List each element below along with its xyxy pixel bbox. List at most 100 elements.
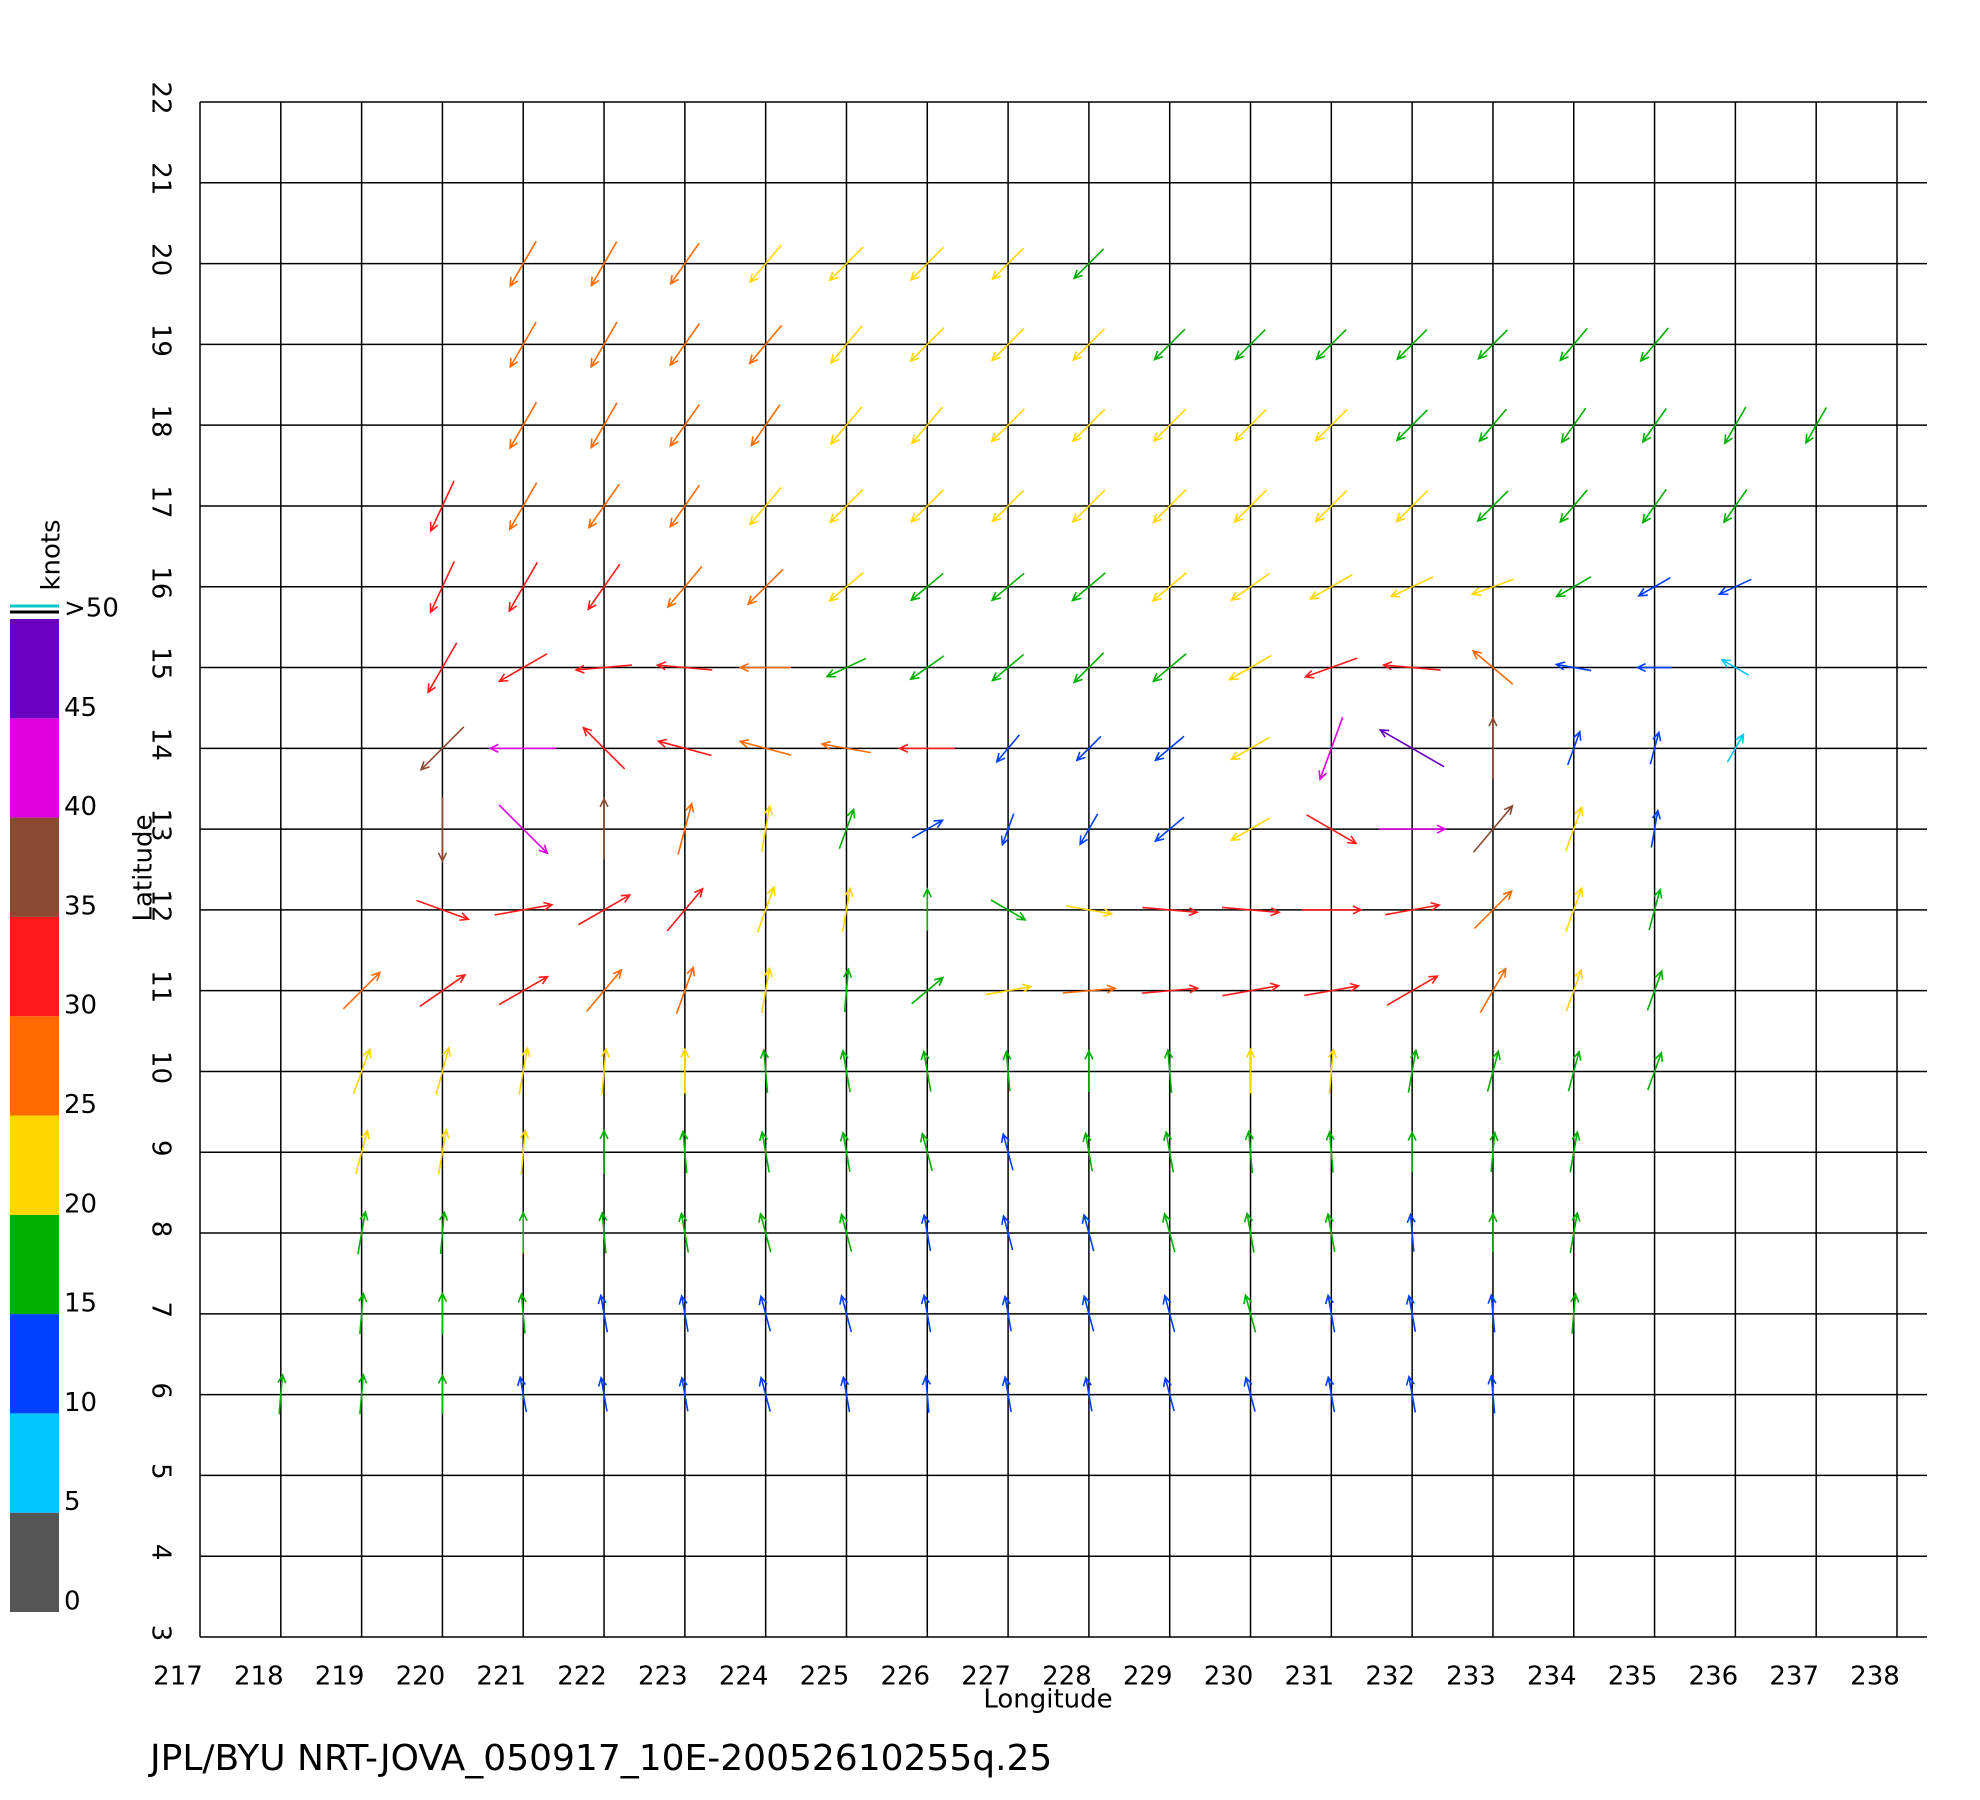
wind-vector bbox=[1559, 327, 1588, 362]
wind-vector bbox=[1233, 489, 1268, 524]
colorbar-tick-label: 30 bbox=[64, 991, 97, 1021]
wind-vector bbox=[1000, 813, 1015, 847]
x-tick-label: 220 bbox=[396, 1662, 446, 1692]
colorbar-tick-label: 40 bbox=[64, 792, 97, 822]
wind-vector bbox=[669, 242, 700, 286]
wind-vector bbox=[921, 1374, 931, 1413]
y-tick-label: 20 bbox=[146, 243, 176, 276]
wind-vector bbox=[1406, 1212, 1416, 1252]
colorbar-segment bbox=[10, 817, 59, 917]
wind-vector bbox=[820, 740, 871, 754]
wind-vector bbox=[828, 571, 864, 603]
y-tick-label: 12 bbox=[146, 889, 176, 922]
y-axis-label: Latitude bbox=[129, 814, 159, 921]
wind-vector bbox=[1001, 1214, 1014, 1251]
wind-vector bbox=[509, 240, 537, 288]
wind-vector bbox=[1075, 735, 1102, 762]
wind-vector bbox=[760, 804, 773, 852]
wind-vector bbox=[582, 726, 626, 770]
wind-vector bbox=[1488, 716, 1498, 779]
y-tick-label: 15 bbox=[146, 647, 176, 680]
wind-vector bbox=[1407, 1048, 1420, 1093]
wind-vector bbox=[1635, 662, 1672, 673]
wind-vector bbox=[1071, 572, 1106, 602]
x-tick-label: 227 bbox=[961, 1662, 1011, 1692]
wind-vector bbox=[1565, 968, 1583, 1012]
wind-vector bbox=[1478, 408, 1508, 443]
wind-vector bbox=[590, 402, 618, 450]
wind-vector bbox=[738, 739, 792, 756]
wind-vector bbox=[1386, 975, 1439, 1006]
wind-vector bbox=[911, 976, 945, 1005]
wind-vector bbox=[437, 1128, 450, 1175]
wind-vector bbox=[1303, 657, 1358, 679]
wind-vector bbox=[922, 887, 932, 931]
wind-vector bbox=[1243, 1293, 1257, 1333]
x-tick-label: 238 bbox=[1850, 1662, 1900, 1692]
wind-vector bbox=[1001, 1375, 1012, 1413]
wind-vector bbox=[1315, 329, 1347, 361]
wind-vector bbox=[1082, 1376, 1093, 1412]
wind-vector bbox=[748, 324, 783, 365]
wind-vector bbox=[995, 734, 1021, 764]
y-tick-label: 3 bbox=[146, 1625, 176, 1642]
wind-vector bbox=[517, 1292, 527, 1334]
wind-vector bbox=[1153, 735, 1185, 762]
wind-vector bbox=[1324, 1293, 1336, 1333]
y-tick-label: 4 bbox=[146, 1544, 176, 1561]
wind-vector bbox=[509, 321, 537, 369]
wind-vector bbox=[829, 325, 863, 365]
wind-vector bbox=[677, 801, 695, 855]
wind-vector bbox=[655, 661, 713, 671]
wind-vector bbox=[920, 1049, 932, 1092]
colorbar-tick-label: >50 bbox=[64, 594, 119, 624]
wind-vector bbox=[828, 489, 864, 524]
wind-vector bbox=[1569, 1130, 1581, 1173]
wind-vector bbox=[577, 894, 632, 926]
wind-vector bbox=[920, 1213, 932, 1252]
wind-vector bbox=[750, 404, 781, 447]
y-tick-label: 8 bbox=[146, 1221, 176, 1238]
wind-vector bbox=[437, 1291, 448, 1335]
wind-vector bbox=[1072, 652, 1105, 684]
x-tick-label: 232 bbox=[1365, 1662, 1415, 1692]
wind-vector bbox=[909, 572, 944, 602]
wind-vector bbox=[1162, 1130, 1175, 1173]
wind-vector bbox=[675, 965, 696, 1015]
wind-vector bbox=[1001, 1294, 1012, 1332]
x-tick-label: 221 bbox=[476, 1662, 526, 1692]
wind-vector bbox=[509, 401, 538, 450]
y-tick-label: 11 bbox=[146, 970, 176, 1003]
wind-vector bbox=[1805, 407, 1828, 445]
wind-vector bbox=[1487, 1293, 1497, 1333]
x-tick-label: 225 bbox=[800, 1662, 850, 1692]
wind-vector bbox=[599, 1128, 609, 1174]
wind-vector bbox=[598, 1210, 608, 1254]
wind-vector bbox=[1487, 1374, 1497, 1414]
wind-vector bbox=[1072, 248, 1105, 280]
wind-vector bbox=[678, 1211, 690, 1253]
wind-vector bbox=[1162, 1376, 1175, 1412]
x-tick-label: 217 bbox=[153, 1662, 203, 1692]
wind-vector bbox=[1153, 328, 1186, 361]
wind-vector bbox=[1724, 406, 1747, 445]
wind-vector bbox=[1407, 1130, 1417, 1173]
wind-vector bbox=[991, 489, 1025, 523]
wind-vector bbox=[1378, 728, 1445, 768]
wind-vector bbox=[429, 560, 456, 614]
wind-vector bbox=[738, 662, 791, 673]
wind-vector bbox=[839, 1294, 853, 1333]
wind-vector bbox=[508, 562, 538, 613]
wind-vector bbox=[990, 899, 1027, 921]
wind-vector bbox=[574, 664, 633, 674]
wind-vector bbox=[1650, 808, 1662, 848]
wind-vector bbox=[488, 743, 557, 753]
wind-vector bbox=[1405, 1294, 1417, 1332]
wind-vector bbox=[656, 738, 712, 757]
wind-vector bbox=[1142, 906, 1199, 917]
wind-vector bbox=[1072, 328, 1106, 362]
wind-vector bbox=[1327, 1047, 1338, 1094]
wind-vector bbox=[758, 1212, 772, 1253]
wind-vector bbox=[1304, 982, 1361, 997]
